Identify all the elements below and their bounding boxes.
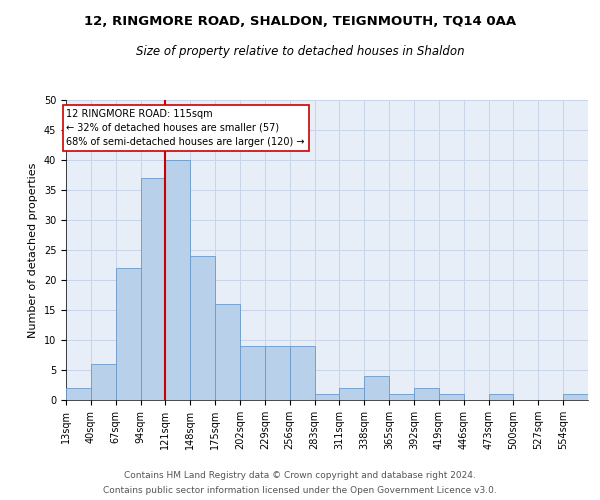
Bar — [140, 178, 166, 400]
Text: Contains public sector information licensed under the Open Government Licence v3: Contains public sector information licen… — [103, 486, 497, 495]
Bar — [265, 346, 290, 400]
Bar — [314, 394, 340, 400]
Bar — [340, 388, 364, 400]
Bar — [389, 394, 414, 400]
Bar — [166, 160, 190, 400]
Bar — [439, 394, 464, 400]
Bar — [563, 394, 588, 400]
Bar — [414, 388, 439, 400]
Bar — [91, 364, 116, 400]
Bar — [215, 304, 240, 400]
Text: 12, RINGMORE ROAD, SHALDON, TEIGNMOUTH, TQ14 0AA: 12, RINGMORE ROAD, SHALDON, TEIGNMOUTH, … — [84, 15, 516, 28]
Text: 12 RINGMORE ROAD: 115sqm
← 32% of detached houses are smaller (57)
68% of semi-d: 12 RINGMORE ROAD: 115sqm ← 32% of detach… — [67, 109, 305, 147]
Bar — [488, 394, 514, 400]
Bar — [240, 346, 265, 400]
Text: Size of property relative to detached houses in Shaldon: Size of property relative to detached ho… — [136, 45, 464, 58]
Bar — [116, 268, 140, 400]
Text: Contains HM Land Registry data © Crown copyright and database right 2024.: Contains HM Land Registry data © Crown c… — [124, 471, 476, 480]
Bar — [66, 388, 91, 400]
Bar — [290, 346, 314, 400]
Bar — [190, 256, 215, 400]
Y-axis label: Number of detached properties: Number of detached properties — [28, 162, 38, 338]
Bar — [364, 376, 389, 400]
